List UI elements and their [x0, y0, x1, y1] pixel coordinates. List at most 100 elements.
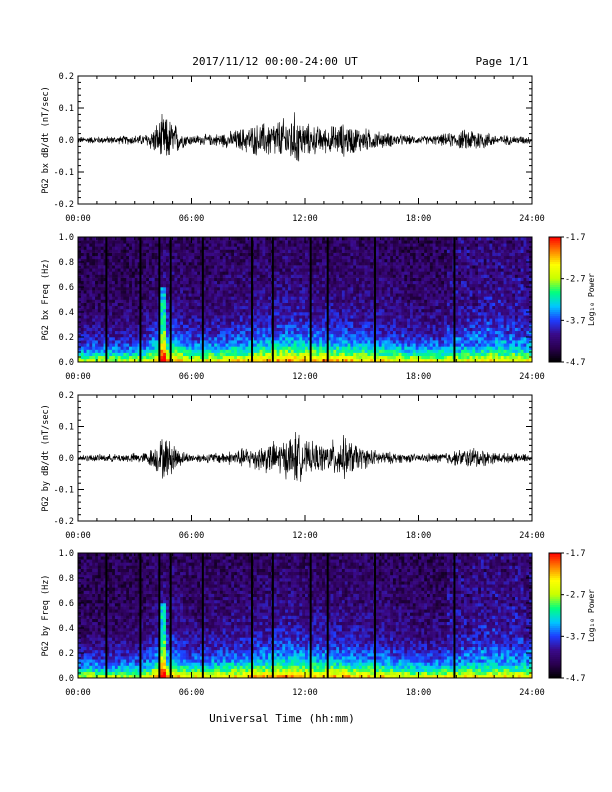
- spectrogram-cell: [140, 255, 144, 260]
- spectrogram-cell: [95, 330, 99, 335]
- spectrogram-cell: [126, 340, 130, 344]
- spectrogram-cell: [80, 349, 84, 353]
- spectrogram-cell: [347, 343, 351, 347]
- spectrogram-cell: [265, 255, 269, 260]
- spectrogram-cell: [200, 246, 204, 250]
- spectrogram-cell: [404, 290, 408, 294]
- spectrogram-cell: [259, 268, 263, 272]
- spectrogram-cell: [148, 299, 153, 303]
- spectrogram-cell: [217, 327, 221, 332]
- spectrogram-cell: [259, 249, 263, 253]
- spectrogram-cell: [112, 318, 116, 322]
- spectrogram-cell: [398, 308, 402, 313]
- spectrogram-cell: [299, 265, 303, 269]
- spectrogram-cell: [214, 346, 218, 350]
- spectrogram-cell: [163, 355, 167, 360]
- spectrogram-cell: [219, 249, 224, 253]
- spectrogram-cell: [117, 337, 121, 341]
- spectrogram-cell: [322, 262, 326, 266]
- spectrogram-cell: [191, 277, 195, 282]
- spectrogram-cell: [194, 271, 198, 275]
- spectrogram-cell: [285, 355, 289, 360]
- spectrogram-cell: [182, 283, 187, 288]
- spectrogram-cell: [97, 324, 101, 328]
- spectrogram-cell: [234, 237, 238, 241]
- spectrogram-cell: [171, 327, 175, 332]
- spectrogram-cell: [287, 308, 292, 313]
- spectrogram-cell: [182, 249, 187, 253]
- spectrogram-cell: [421, 349, 425, 353]
- spectrogram-cell: [245, 237, 249, 241]
- spectrogram-cell: [97, 274, 101, 278]
- spectrogram-cell: [415, 262, 419, 266]
- spectrogram-cell: [324, 296, 328, 300]
- spectrogram-cell: [364, 249, 368, 253]
- spectrogram-cell: [384, 302, 388, 307]
- spectrogram-cell: [384, 287, 388, 291]
- spectrogram-cell: [236, 343, 241, 347]
- spectrogram-cell: [344, 290, 348, 294]
- spectrogram-cell: [154, 243, 158, 247]
- spectrogram-cell: [146, 358, 150, 363]
- spectrogram-cell: [265, 265, 269, 269]
- spectrogram-cell: [83, 246, 87, 250]
- spectrogram-cell: [228, 315, 232, 319]
- spectrogram-cell: [92, 255, 96, 260]
- spectrogram-cell: [248, 293, 252, 297]
- spectrogram-cell: [276, 271, 280, 275]
- spectrogram-cell: [200, 352, 204, 357]
- spectrogram-cell: [177, 305, 181, 310]
- spectrogram-cell: [217, 318, 221, 322]
- spectrogram-cell: [307, 315, 311, 319]
- spectrogram-cell: [117, 293, 121, 297]
- spectrogram-cell: [165, 277, 170, 282]
- spectrogram-cell: [287, 315, 292, 319]
- spectrogram-cell: [273, 321, 277, 325]
- spectrogram-cell: [404, 274, 408, 278]
- spectrogram-cell: [151, 312, 155, 316]
- spectrogram-cell: [412, 243, 416, 247]
- spectrogram-cell: [222, 337, 226, 341]
- spectrogram-cell: [248, 346, 252, 350]
- spectrogram-cell: [222, 343, 226, 347]
- spectrogram-cell: [347, 346, 351, 350]
- spectrogram-cell: [171, 255, 175, 260]
- spectrogram-cell: [279, 296, 283, 300]
- spectrogram-cell: [225, 312, 229, 316]
- spectrogram-cell: [324, 237, 328, 241]
- spectrogram-cell: [194, 240, 198, 244]
- spectrogram-cell: [330, 324, 334, 328]
- spectrogram-cell: [92, 337, 96, 341]
- spectrogram-cell: [330, 246, 334, 250]
- spectrogram-cell: [319, 358, 323, 363]
- spectrogram-cell: [307, 312, 311, 316]
- spectrogram-cell: [211, 287, 215, 291]
- spectrogram-cell: [370, 243, 374, 247]
- spectrogram-cell: [324, 302, 328, 307]
- spectrogram-cell: [398, 240, 402, 244]
- spectrogram-cell: [409, 280, 414, 285]
- spectrogram-cell: [154, 271, 158, 275]
- spectrogram-cell: [242, 305, 246, 310]
- spectrogram-cell: [180, 277, 184, 282]
- spectrogram-cell: [336, 252, 340, 257]
- spectrogram-cell: [262, 249, 266, 253]
- spectrogram-cell: [327, 243, 331, 247]
- spectrogram-cell: [268, 296, 272, 300]
- spectrogram-cell: [134, 324, 138, 328]
- spectrogram-cell: [222, 283, 226, 288]
- spectrogram-cell: [154, 255, 158, 260]
- spectrogram-cell: [287, 358, 292, 363]
- spectrogram-cell: [151, 243, 155, 247]
- spectrogram-cell: [341, 346, 346, 350]
- spectrogram-cell: [80, 237, 84, 241]
- spectrogram-cell: [214, 315, 218, 319]
- spectrogram-cell: [117, 299, 121, 303]
- spectrogram-cell: [239, 318, 243, 322]
- spectrogram-cell: [222, 258, 226, 263]
- spectrogram-cell: [86, 277, 90, 282]
- spectrogram-cell: [256, 324, 260, 328]
- spectrogram-cell: [350, 333, 354, 338]
- spectrogram-cell: [253, 302, 258, 307]
- spectrogram-cell: [421, 305, 425, 310]
